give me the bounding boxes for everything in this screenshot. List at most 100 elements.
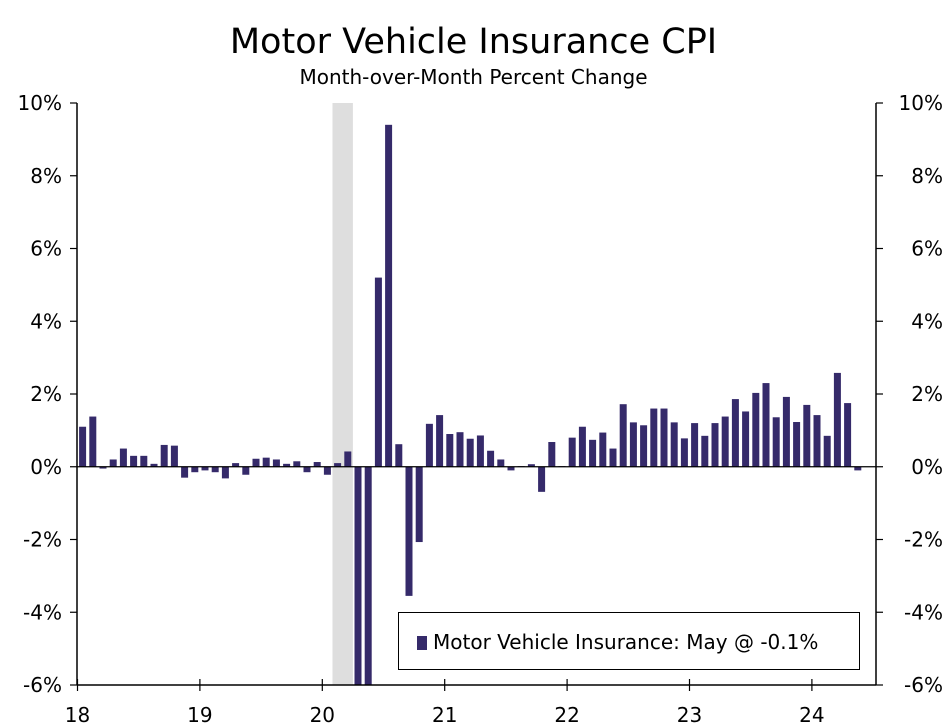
y-tick-label-left-7: 8% (30, 164, 62, 188)
recession-band (332, 103, 353, 685)
bar-39 (476, 435, 484, 467)
bar-11 (191, 466, 199, 473)
bar-22 (303, 466, 311, 473)
bar-16 (242, 466, 250, 475)
legend-swatch (417, 636, 427, 650)
y-tick-label-left-4: 2% (30, 382, 62, 406)
bar-44 (527, 464, 535, 467)
bar-70 (793, 422, 801, 467)
bar-9 (170, 445, 178, 467)
bar-45 (538, 466, 546, 492)
y-tick-label-right-8: 10% (899, 91, 943, 115)
bar-30 (385, 124, 393, 467)
bar-62 (711, 423, 719, 467)
bar-35 (436, 415, 444, 467)
bar-65 (742, 411, 750, 467)
bar-52 (609, 448, 617, 467)
bar-66 (752, 392, 760, 467)
bar-26 (344, 451, 352, 467)
bar-61 (701, 435, 709, 467)
bar-23 (313, 462, 321, 467)
bar-8 (160, 444, 168, 467)
x-tick-label-5: 23 (677, 703, 702, 727)
bar-1 (89, 416, 97, 467)
legend-label: Motor Vehicle Insurance: May @ -0.1% (433, 630, 819, 654)
bar-54 (629, 422, 637, 467)
bar-75 (844, 403, 852, 467)
y-tick-label-right-3: 0% (911, 455, 943, 479)
bar-31 (395, 444, 403, 467)
bar-67 (762, 383, 770, 467)
axes-layer (70, 102, 883, 691)
bar-74 (833, 372, 841, 467)
bar-60 (691, 423, 699, 467)
bar-0 (79, 426, 87, 467)
bar-56 (650, 408, 658, 467)
y-tick-label-right-6: 6% (911, 237, 943, 261)
y-tick-labels-left: -6% -4% -2% 0% 2% 4% 6% 8% 10% (18, 91, 62, 697)
y-tick-label-right-1: -4% (904, 600, 943, 624)
bar-32 (405, 466, 413, 596)
bar-19 (272, 459, 280, 467)
bar-42 (507, 466, 515, 471)
bar-33 (415, 466, 423, 543)
chart-subtitle: Month-over-Month Percent Change (299, 65, 648, 89)
bar-69 (782, 396, 790, 467)
bar-12 (201, 466, 209, 471)
bar-7 (150, 463, 158, 467)
bar-53 (619, 404, 627, 467)
x-tick-label-3: 21 (432, 703, 457, 727)
x-tick-label-2: 20 (310, 703, 335, 727)
y-tick-label-right-4: 2% (911, 382, 943, 406)
x-tick-label-0: 18 (65, 703, 90, 727)
bar-50 (589, 439, 597, 467)
bar-29 (374, 277, 382, 467)
y-tick-label-left-8: 10% (18, 91, 62, 115)
legend: Motor Vehicle Insurance: May @ -0.1% (398, 612, 860, 670)
bar-68 (772, 417, 780, 467)
bar-73 (823, 435, 831, 467)
y-tick-label-left-6: 6% (30, 237, 62, 261)
bar-64 (731, 399, 739, 467)
bar-58 (670, 422, 678, 467)
bar-13 (211, 466, 219, 473)
bar-63 (721, 416, 729, 467)
bar-24 (323, 466, 331, 475)
bar-25 (334, 463, 342, 467)
bars-layer (79, 124, 862, 685)
bar-40 (487, 450, 495, 467)
y-tick-label-left-1: -4% (23, 600, 62, 624)
bar-6 (140, 455, 148, 467)
x-tick-labels: 18 19 20 21 22 23 24 (65, 703, 825, 727)
y-tick-label-right-5: 4% (911, 309, 943, 333)
bar-55 (640, 425, 648, 467)
y-tick-label-right-2: -2% (904, 528, 943, 552)
y-tick-label-left-3: 0% (30, 455, 62, 479)
bar-34 (425, 423, 433, 467)
bar-51 (599, 432, 607, 467)
bar-15 (232, 463, 240, 467)
bar-46 (548, 442, 556, 467)
bar-5 (130, 455, 138, 467)
bar-57 (660, 408, 668, 467)
bar-36 (446, 434, 454, 467)
y-tick-label-left-0: -6% (23, 673, 62, 697)
bar-71 (803, 404, 811, 467)
bar-14 (221, 466, 229, 479)
recession-band-layer (332, 103, 353, 685)
bar-20 (283, 463, 291, 467)
bar-41 (497, 459, 505, 467)
bar-59 (680, 438, 688, 467)
bar-18 (262, 457, 270, 467)
bar-3 (109, 459, 117, 467)
bar-38 (466, 438, 474, 467)
y-tick-label-right-7: 8% (911, 164, 943, 188)
x-tick-label-4: 22 (554, 703, 579, 727)
bar-2 (99, 466, 107, 469)
y-tick-label-left-5: 4% (30, 309, 62, 333)
bar-37 (456, 432, 464, 467)
chart-title: Motor Vehicle Insurance CPI (229, 22, 718, 62)
bar-27 (354, 466, 362, 685)
bar-21 (293, 461, 301, 467)
